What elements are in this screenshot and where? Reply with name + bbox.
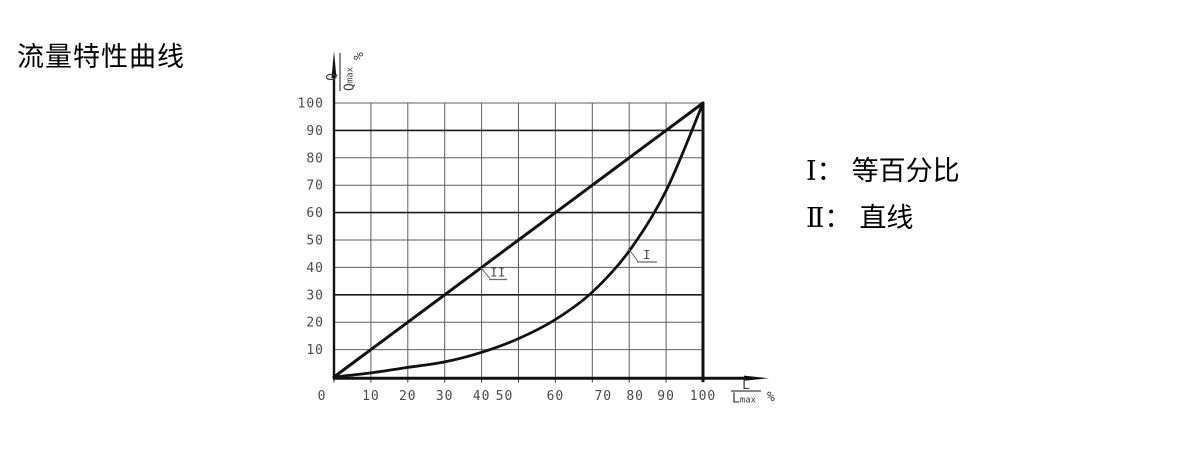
- x-tick-label: 20: [399, 389, 417, 404]
- x-tick-label: 0: [318, 389, 327, 404]
- legend-colon: ：: [824, 203, 852, 234]
- x-tick-label: 70: [594, 389, 612, 404]
- curve-equal-percentage: [332, 101, 705, 379]
- legend-numeral: Ⅰ: [806, 156, 817, 187]
- x-tick-label: 90: [657, 389, 675, 404]
- x-tick-label: 60: [547, 389, 565, 404]
- x-axis-unit-denominator-sub: max: [740, 396, 757, 406]
- y-tick-label: 30: [306, 288, 324, 303]
- y-axis-arrow-icon: [331, 51, 337, 78]
- legend-label: 直线: [859, 203, 914, 234]
- y-tick-label: 60: [306, 206, 324, 221]
- legend-label: 等百分比: [851, 156, 960, 187]
- annotation-leader-line: [480, 267, 491, 279]
- y-tick-label: 20: [306, 316, 324, 331]
- y-axis-unit-denominator: Qmax: [343, 66, 358, 91]
- x-axis-unit-suffix: %: [767, 390, 775, 405]
- annotation-leader-line: [627, 247, 639, 262]
- legend-colon: ：: [816, 156, 844, 187]
- x-axis-unit-denominator-base: L: [732, 392, 740, 407]
- y-tick-label: 80: [306, 151, 324, 166]
- annotation-curve-I-label: I: [643, 248, 651, 262]
- x-tick-label: 40: [473, 389, 491, 404]
- page-title: 流量特性曲线: [17, 42, 185, 73]
- y-tick-label: 10: [306, 343, 324, 358]
- x-tick-label: 30: [436, 389, 454, 404]
- legend-item-equal-percentage: Ⅰ： 等百分比: [806, 148, 960, 195]
- y-axis-unit-numerator: Q: [325, 73, 340, 81]
- y-tick-label: 50: [306, 234, 324, 249]
- x-axis-arrow-icon: [744, 375, 769, 381]
- y-axis-unit-suffix: %: [352, 52, 367, 60]
- x-tick-label: 50: [496, 389, 514, 404]
- ticks-layer: 0 10 20 30 40 50 60 70 80 90 100 100 90 80 70 60 50 40 30 2…: [298, 97, 716, 405]
- legend: Ⅰ： 等百分比 Ⅱ： 直线: [806, 148, 960, 242]
- x-axis-unit-numerator: L: [742, 378, 750, 393]
- y-axis-unit-label: Q Qmax %: [325, 52, 367, 91]
- y-axis-unit-denominator-sub: max: [346, 66, 356, 83]
- curves-layer: [332, 101, 705, 379]
- curve-linear: [332, 101, 705, 379]
- y-axis-unit-denominator-base: Q: [343, 83, 358, 91]
- y-tick-label: 70: [306, 179, 324, 194]
- y-tick-label: 100: [298, 97, 324, 112]
- legend-numeral: Ⅱ: [806, 203, 825, 234]
- annotation-curve-I: I: [627, 247, 657, 263]
- legend-item-linear: Ⅱ： 直线: [806, 195, 960, 242]
- y-tick-label: 90: [306, 124, 324, 139]
- annotation-curve-II-label: II: [490, 266, 505, 280]
- axes: [331, 51, 769, 382]
- y-tick-label: 40: [306, 261, 324, 276]
- x-tick-label: 80: [626, 389, 644, 404]
- x-axis-unit-denominator: Lmax: [732, 392, 757, 407]
- x-tick-label: 10: [362, 389, 380, 404]
- annotation-curve-II: II: [480, 266, 507, 281]
- x-axis-unit-label: L Lmax %: [731, 378, 775, 407]
- x-tick-label: 100: [690, 389, 716, 404]
